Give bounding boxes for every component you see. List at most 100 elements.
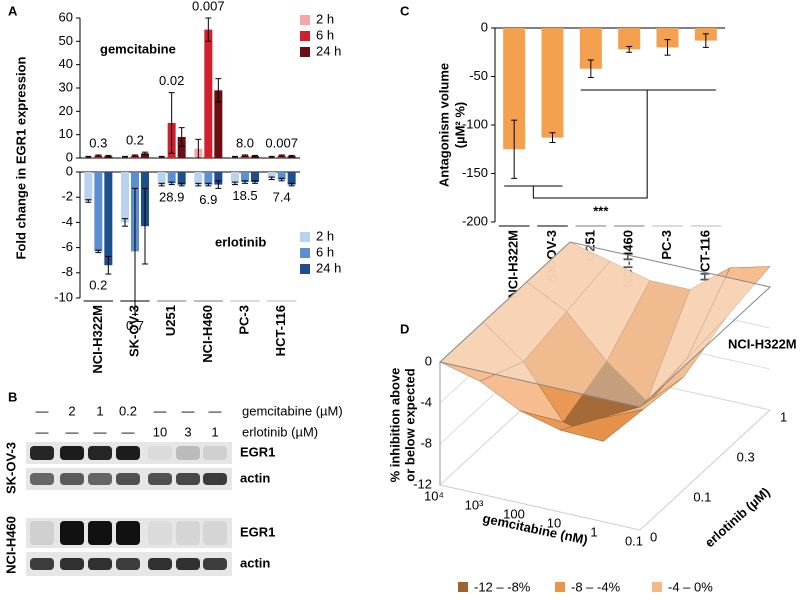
blot-band <box>148 558 172 570</box>
error-bar <box>232 181 238 186</box>
y-tick-label: 40 <box>59 56 73 71</box>
error-bar <box>702 33 709 48</box>
y-axis-label: erlotinib (µM) <box>702 484 773 550</box>
zero-plane <box>438 241 772 408</box>
band-label: EGR1 <box>240 524 275 539</box>
error-bar <box>252 180 258 184</box>
error-bar <box>195 138 202 159</box>
bar <box>214 172 223 185</box>
x-tick-label: SK-OV-3 <box>126 305 141 357</box>
legend-swatch <box>300 31 310 41</box>
bar <box>231 172 239 184</box>
panel-label: D <box>400 321 409 336</box>
bar <box>579 28 602 69</box>
dose-label: 3 <box>184 424 191 439</box>
blot-band <box>203 473 227 485</box>
error-bar <box>252 154 258 158</box>
y-axis-label: Antagonism volume <box>436 63 451 187</box>
bar <box>241 172 249 183</box>
y-tick-label: 30 <box>59 79 73 94</box>
dose-label: — <box>154 403 167 418</box>
blot-band <box>88 473 112 485</box>
error-bar <box>168 181 175 186</box>
error-bar <box>158 182 165 187</box>
bar <box>277 172 286 180</box>
y-tick-label: 0 <box>66 149 73 164</box>
dose-label: 1 <box>211 424 218 439</box>
y-tick-label: -10 <box>54 289 73 304</box>
blot-band <box>60 473 84 485</box>
bar <box>656 28 679 48</box>
y-tick-label: -4 <box>61 214 73 229</box>
dose-label: — <box>94 424 107 439</box>
chart-title: NCI-H322M <box>728 336 797 351</box>
dose-label: — <box>36 403 49 418</box>
blot-band <box>116 521 140 545</box>
x-tick-label: 0.1 <box>625 533 643 548</box>
blot-band <box>203 558 227 570</box>
legend-swatch <box>300 47 310 57</box>
legend-label: 2 h <box>316 228 334 243</box>
bar <box>251 172 259 183</box>
blot-band <box>116 473 140 485</box>
bar <box>541 28 564 138</box>
bar <box>194 172 203 185</box>
x-tick-label: 10⁴ <box>424 488 444 503</box>
error-bar <box>105 255 112 275</box>
blot-band <box>60 446 84 460</box>
cell-line-label: SK-OV-3 <box>3 442 18 494</box>
y-tick-label: -2 <box>61 189 73 204</box>
series-title: erlotinib <box>215 234 266 249</box>
legend-label: 24 h <box>316 260 341 275</box>
error-bar <box>215 180 222 189</box>
x-tick-label: HCT-116 <box>273 305 288 356</box>
x-tick-label: 1 <box>590 524 597 539</box>
x-tick-label: PC-3 <box>659 230 674 260</box>
blot-band <box>88 521 112 545</box>
annotation: 0.3 <box>89 135 107 150</box>
error-bar <box>205 182 212 187</box>
z-tick-label: -8 <box>420 435 432 450</box>
blot-band <box>148 446 172 460</box>
x-tick-label: PC-3 <box>236 305 251 335</box>
dose-label: 10 <box>153 424 167 439</box>
treatment-label: erlotinib (µM) <box>242 424 318 439</box>
x-tick-label: U251 <box>163 305 178 336</box>
error-bar <box>268 155 275 158</box>
blot-band <box>176 473 200 485</box>
cell-line-label: NCI-H460 <box>3 516 18 574</box>
blot-band <box>116 446 140 460</box>
error-bar <box>95 154 102 157</box>
bar <box>177 172 186 185</box>
error-bar <box>158 155 165 158</box>
annotation: 0.7 <box>126 318 144 333</box>
dose-label: — <box>182 403 195 418</box>
blot-band <box>176 558 200 570</box>
dose-label: — <box>36 424 49 439</box>
annotation: 0.02 <box>159 73 184 88</box>
error-bar <box>132 154 138 157</box>
z-axis-label: or below expected <box>402 368 417 481</box>
bar <box>204 172 213 185</box>
blot-band <box>30 558 54 570</box>
bar <box>204 29 213 158</box>
legend-swatch <box>300 264 310 274</box>
error-bar <box>122 155 128 158</box>
z-tick-label: -12 <box>413 476 432 491</box>
blot-band <box>30 446 54 460</box>
blot-band <box>30 521 54 545</box>
bar <box>618 28 641 50</box>
error-bar <box>85 199 92 203</box>
x-axis-label: gemcitabine (nM) <box>481 511 589 548</box>
y-tick-label: 50 <box>59 33 73 48</box>
band-label: EGR1 <box>240 444 275 459</box>
annotation: *** <box>593 203 609 218</box>
annotation: 0.2 <box>126 133 144 148</box>
blot-band <box>148 521 172 545</box>
panel-label: B <box>8 389 17 404</box>
y-tick-label: 0.1 <box>693 489 711 504</box>
y-tick-label: -150 <box>462 165 488 180</box>
bracket <box>532 90 648 199</box>
legend-label: -12 – -8% <box>474 579 531 594</box>
legend-label: 2 h <box>316 11 334 26</box>
